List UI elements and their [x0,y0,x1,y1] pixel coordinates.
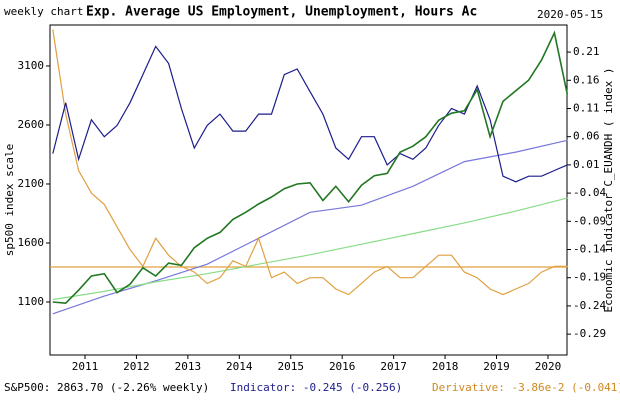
x-tick-label: 2018 [432,360,459,373]
series-line [52,197,568,301]
series-line [52,30,569,305]
footer-text: Derivative: -3.86e-2 (-0.041) [432,381,620,394]
series-line [52,45,568,183]
y2-tick-label: -0.14 [573,243,606,256]
y2-tick-label: 0.06 [573,130,600,143]
chart-label: weekly chart [4,5,83,18]
y2-tick-label: -0.29 [573,327,606,340]
chart-title: Exp. Average US Employment, Unemployment… [86,5,477,20]
x-tick-label: 2016 [329,360,356,373]
x-tick-label: 2017 [380,360,407,373]
x-tick-label: 2011 [72,360,99,373]
x-tick-label: 2019 [483,360,510,373]
x-tick-label: 2015 [278,360,305,373]
y2-tick-label: 0.21 [573,45,600,58]
plot-frame [49,24,568,356]
footer-text: Indicator: -0.245 (-0.256) [230,381,402,394]
y2-tick-label: -0.04 [573,186,606,199]
series-line [52,139,568,315]
y2-tick-label: 0.01 [573,158,600,171]
y2-tick-label: -0.19 [573,271,606,284]
y-axis-label: sp500 index scale [3,144,16,257]
x-tick-label: 2012 [123,360,150,373]
y-tick-label: 1600 [18,236,45,249]
y2-tick-label: -0.09 [573,214,606,227]
y2-axis-label: Economic indicator C_EUANDH ( index ) [602,67,615,312]
y2-tick-label: 0.16 [573,73,600,86]
chart-date: 2020-05-15 [537,8,603,21]
footer-text: S&P500: 2863.70 (-2.26% weekly) [4,381,209,394]
y2-tick-label: 0.11 [573,101,600,114]
x-tick-label: 2020 [535,360,562,373]
y2-tick-label: -0.24 [573,299,606,312]
x-tick-label: 2013 [175,360,202,373]
x-tick-label: 2014 [226,360,253,373]
y-tick-label: 2600 [18,118,45,131]
y-tick-label: 3100 [18,59,45,72]
y-tick-label: 1100 [18,295,45,308]
y-tick-label: 2100 [18,177,45,190]
series-line [52,29,568,296]
